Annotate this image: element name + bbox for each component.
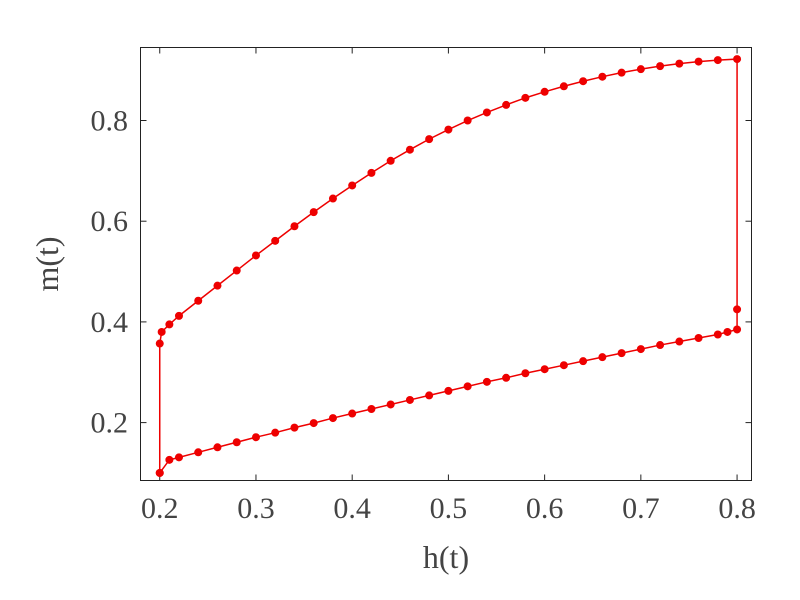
x-axis-label: h(t)	[423, 539, 469, 575]
data-point	[540, 365, 549, 374]
y-tick-label: 0.4	[91, 306, 129, 339]
data-point	[463, 116, 472, 125]
x-tick-label: 0.2	[141, 492, 179, 525]
data-point	[309, 419, 318, 428]
data-point	[636, 345, 645, 354]
data-point	[579, 77, 588, 86]
data-point	[174, 311, 183, 320]
data-point	[165, 320, 174, 329]
data-point	[271, 236, 280, 245]
data-point	[636, 65, 645, 74]
data-point	[232, 438, 241, 447]
data-point	[675, 59, 684, 68]
data-point	[271, 428, 280, 437]
x-tick-label: 0.7	[622, 492, 660, 525]
data-point	[213, 281, 222, 290]
data-point	[367, 405, 376, 414]
data-point	[386, 156, 395, 165]
y-tick-label: 0.8	[91, 105, 129, 138]
data-point	[425, 391, 434, 400]
x-tick-label: 0.5	[430, 492, 468, 525]
data-point	[405, 145, 414, 154]
data-point	[328, 194, 337, 203]
data-point	[290, 222, 299, 231]
data-point	[174, 453, 183, 462]
series-layer	[155, 55, 742, 477]
data-point	[482, 108, 491, 117]
data-point	[482, 377, 491, 386]
data-point	[675, 337, 684, 346]
y-tick-label: 0.6	[91, 205, 129, 238]
data-point	[713, 56, 722, 65]
data-point	[155, 339, 164, 348]
data-point	[232, 266, 241, 275]
data-point	[502, 100, 511, 109]
data-point	[733, 325, 742, 334]
data-point	[559, 82, 568, 91]
y-tick-label: 0.2	[91, 407, 129, 440]
data-point	[559, 361, 568, 370]
data-point	[328, 414, 337, 423]
data-point	[521, 369, 530, 378]
data-point	[598, 72, 607, 81]
series-line	[158, 58, 738, 474]
data-point	[251, 433, 260, 442]
data-point	[348, 181, 357, 190]
ticks: 0.2 0.3 0.4 0.5 0.6 0.7 0.8 0.2 0.4 0.6 0.8	[91, 47, 756, 525]
data-point	[733, 305, 742, 314]
x-tick-label: 0.6	[526, 492, 564, 525]
data-point	[723, 327, 732, 336]
plot-frame	[140, 47, 752, 481]
data-point	[521, 93, 530, 102]
data-point	[213, 443, 222, 452]
data-point	[540, 87, 549, 96]
data-point	[713, 330, 722, 339]
data-point	[617, 349, 626, 358]
data-point	[598, 353, 607, 362]
data-point	[165, 455, 174, 464]
data-point	[656, 62, 665, 71]
data-point	[194, 296, 203, 305]
data-point	[348, 409, 357, 418]
data-point	[444, 386, 453, 395]
data-point	[367, 168, 376, 177]
data-point	[579, 357, 588, 366]
x-tick-label: 0.3	[237, 492, 275, 525]
x-tick-label: 0.8	[718, 492, 756, 525]
data-point	[502, 373, 511, 382]
data-point	[733, 55, 742, 64]
y-axis-label: m(t)	[29, 236, 65, 291]
data-point	[157, 327, 166, 336]
data-point	[309, 208, 318, 217]
data-point	[290, 423, 299, 432]
data-point	[425, 135, 434, 144]
data-point	[155, 468, 164, 477]
data-point	[386, 400, 395, 409]
data-point	[463, 382, 472, 391]
data-point	[656, 341, 665, 350]
data-point	[617, 68, 626, 77]
x-tick-label: 0.4	[333, 492, 371, 525]
data-point	[694, 57, 703, 66]
data-point	[694, 334, 703, 343]
data-point	[251, 251, 260, 260]
data-point	[405, 395, 414, 404]
data-point	[194, 448, 203, 457]
data-point	[444, 125, 453, 134]
